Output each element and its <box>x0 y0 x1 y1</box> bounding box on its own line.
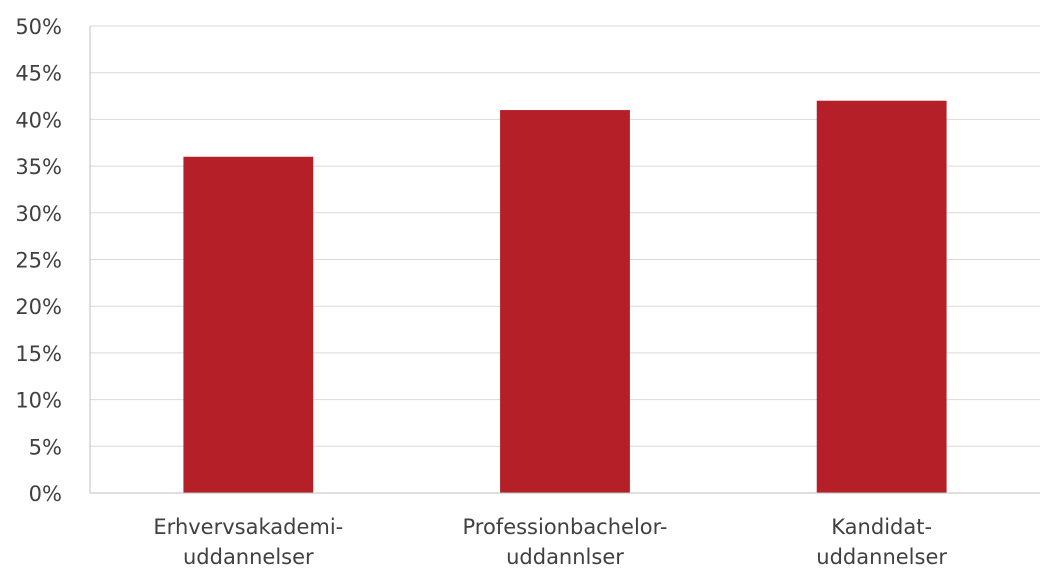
x-category-label: Erhvervsakademi- <box>153 515 343 539</box>
x-category-label: uddannelser <box>816 545 947 569</box>
y-tick-label: 25% <box>15 249 62 273</box>
y-tick-label: 20% <box>15 295 62 319</box>
x-category-label: Kandidat- <box>831 515 932 539</box>
axes <box>89 26 1040 494</box>
y-tick-label: 0% <box>29 482 62 506</box>
y-tick-label: 35% <box>15 155 62 179</box>
x-category-label: uddannlser <box>506 545 624 569</box>
y-tick-label: 10% <box>15 389 62 413</box>
bar <box>816 100 947 493</box>
bars <box>183 100 947 493</box>
y-tick-label: 40% <box>15 108 62 132</box>
y-tick-label: 30% <box>15 202 62 226</box>
y-tick-label: 50% <box>15 15 62 39</box>
bar <box>500 110 630 493</box>
x-category-label: Professionbachelor- <box>462 515 667 539</box>
x-category-labels: Erhvervsakademi-uddannelser Professionbac… <box>153 515 947 569</box>
bar <box>183 156 314 493</box>
x-category-label: uddannelser <box>183 545 314 569</box>
y-tick-label: 45% <box>15 62 62 86</box>
y-tick-label: 5% <box>29 435 62 459</box>
y-tick-label: 15% <box>15 342 62 366</box>
y-tick-labels: 0% 5% 10% 15% 20% 25% 30% 35% 40% 45% 50% <box>15 15 62 506</box>
